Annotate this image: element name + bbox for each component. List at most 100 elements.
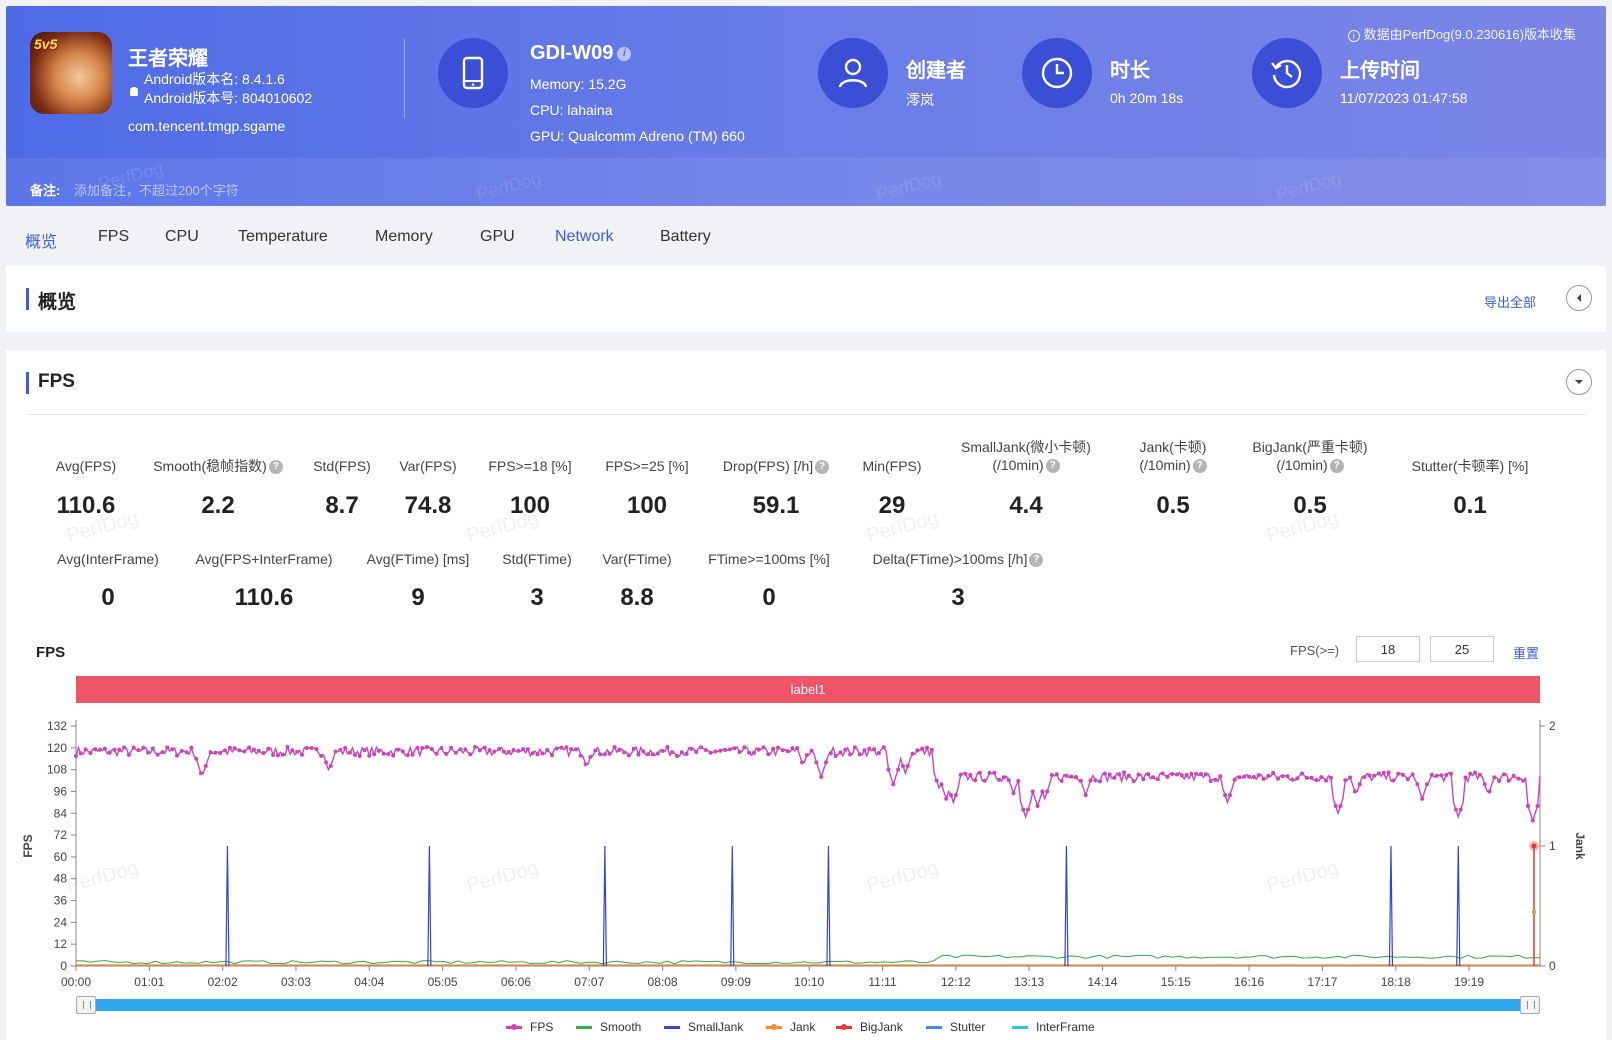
fps-point xyxy=(203,764,208,768)
fps-point xyxy=(598,752,603,757)
tab-cpu[interactable]: CPU xyxy=(165,228,199,245)
stat-label-text: Delta(FTime)>100ms [/h] xyxy=(872,551,1028,567)
legend-item-interframe[interactable]: InterFrame xyxy=(1012,1020,1095,1034)
x-tick-label: 11:11 xyxy=(868,975,897,989)
fps-point xyxy=(1492,775,1497,780)
tab-network[interactable]: Network xyxy=(555,228,614,245)
legend-item-jank[interactable]: Jank xyxy=(766,1020,815,1034)
fps-point xyxy=(727,747,732,752)
remark-bar xyxy=(6,158,1606,206)
fps-point xyxy=(761,745,766,750)
stat-label-line-2: (/10min) xyxy=(1276,457,1328,473)
tab-fps[interactable]: FPS xyxy=(98,228,130,245)
stat-value: 3 xyxy=(951,584,965,611)
legend-item-bigjank[interactable]: BigJank xyxy=(836,1020,903,1034)
legend-item-stutter[interactable]: Stutter xyxy=(926,1020,985,1034)
fps-point xyxy=(713,749,718,754)
fps-point xyxy=(1213,777,1218,782)
x-tick-label: 08:08 xyxy=(648,975,678,989)
slider-track[interactable] xyxy=(76,999,1540,1011)
y-axis-label: FPS xyxy=(21,834,35,857)
fps-threshold-2-input[interactable] xyxy=(1430,636,1494,662)
fps-point xyxy=(569,747,574,752)
fps-point xyxy=(501,749,506,754)
legend-item-smooth[interactable]: Smooth xyxy=(576,1020,641,1034)
tab-memory[interactable]: Memory xyxy=(375,228,433,245)
fps-point xyxy=(473,745,478,749)
fps-point xyxy=(790,746,795,751)
fps-point xyxy=(607,751,612,756)
overview-card: 概览 导出全部 xyxy=(6,266,1606,332)
fps-point xyxy=(1473,770,1478,775)
fps-point xyxy=(1059,778,1064,783)
help-icon[interactable]: ? xyxy=(1192,459,1207,474)
export-all-link[interactable]: 导出全部 xyxy=(1484,295,1537,310)
device-info-icon[interactable]: i xyxy=(617,46,632,61)
fps-point xyxy=(1343,778,1348,783)
stat-label: Smooth(稳帧指数)? xyxy=(138,457,298,475)
upload-value: 11/07/2023 01:47:58 xyxy=(1340,90,1468,106)
fps-point xyxy=(1170,772,1175,776)
tab-battery[interactable]: Battery xyxy=(660,228,711,245)
tab-temperature[interactable]: Temperature xyxy=(238,228,328,245)
fps-point xyxy=(1295,776,1300,781)
fps-point xyxy=(602,752,607,757)
fps-point xyxy=(1333,804,1338,808)
fps-threshold-1-input[interactable] xyxy=(1356,636,1420,662)
fps-point xyxy=(497,747,502,751)
fps-point xyxy=(98,747,102,752)
smalljank-spike xyxy=(427,845,432,967)
fps-point xyxy=(1348,775,1353,780)
fps-point xyxy=(1526,804,1530,808)
device-cpu: CPU: lahaina xyxy=(530,102,613,118)
time-range-slider[interactable] xyxy=(76,996,1540,1014)
stat-value: 0.5 xyxy=(1293,492,1327,519)
fps-point xyxy=(1401,772,1405,777)
x-tick-label: 16:16 xyxy=(1234,975,1264,989)
help-icon[interactable]: ? xyxy=(1329,459,1344,474)
legend-item-fps[interactable]: FPS xyxy=(506,1020,553,1034)
help-icon[interactable]: ? xyxy=(1029,553,1044,568)
label-bar[interactable]: label1 xyxy=(76,676,1540,703)
tab-overview[interactable]: 概览 xyxy=(25,234,58,251)
help-icon[interactable]: ? xyxy=(268,460,283,475)
fps-point xyxy=(376,748,381,753)
fps-point xyxy=(1511,773,1516,778)
legend-swatch-dot xyxy=(511,1024,517,1031)
fps-point xyxy=(963,771,968,776)
y-tick-label: 36 xyxy=(54,894,68,908)
slider-handle-right[interactable] xyxy=(1520,996,1540,1014)
fps-point xyxy=(1420,796,1425,801)
fps-point xyxy=(968,772,973,777)
reset-button[interactable]: 重置 xyxy=(1513,646,1540,661)
fps-point xyxy=(939,782,944,787)
fps-point xyxy=(1285,774,1290,779)
fps-point xyxy=(444,751,449,756)
legend-label: Jank xyxy=(790,1020,816,1034)
fps-point xyxy=(655,751,660,756)
creator-label: 创建者 xyxy=(906,60,966,82)
collapse-button[interactable] xyxy=(1566,369,1592,395)
fps-point xyxy=(227,745,232,750)
legend-item-smalljank[interactable]: SmallJank xyxy=(664,1020,743,1034)
chevron-down-icon xyxy=(1575,380,1583,384)
fps-point xyxy=(583,762,588,767)
collapse-button[interactable] xyxy=(1566,285,1592,311)
slider-handle-left[interactable] xyxy=(76,996,96,1014)
fps-point xyxy=(1146,772,1151,777)
fps-point xyxy=(1064,773,1069,778)
fps-point xyxy=(300,752,304,757)
section-marker xyxy=(26,288,29,310)
device-name-text: GDI-W09 xyxy=(530,42,614,64)
fps-point xyxy=(1131,779,1136,784)
fps-point xyxy=(1506,778,1511,783)
help-icon[interactable]: ? xyxy=(815,460,830,475)
remark-input[interactable]: 添加备注，不超过200个字符 xyxy=(74,183,239,198)
y-tick-label: 48 xyxy=(54,872,68,886)
fps-point xyxy=(987,770,992,775)
fps-point xyxy=(1122,770,1127,775)
tab-gpu[interactable]: GPU xyxy=(480,228,515,245)
help-icon[interactable]: ? xyxy=(1045,459,1060,474)
fps-point xyxy=(535,752,540,757)
